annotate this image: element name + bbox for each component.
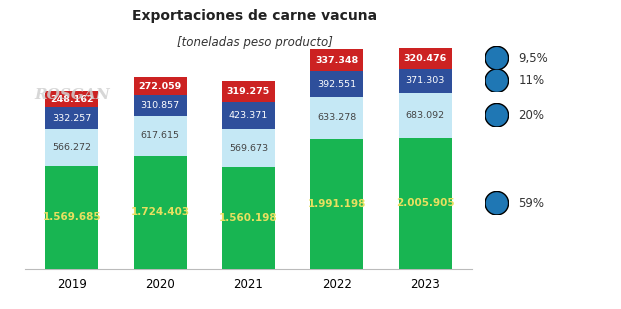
- Bar: [485, 207, 509, 215]
- Text: 310.857: 310.857: [140, 101, 179, 110]
- Text: [toneladas peso producto]: [toneladas peso producto]: [176, 36, 333, 49]
- Bar: [310, 49, 363, 71]
- PathPatch shape: [485, 69, 509, 92]
- Bar: [222, 167, 275, 269]
- Bar: [399, 69, 451, 93]
- Bar: [134, 95, 186, 116]
- Text: 9,5%: 9,5%: [519, 52, 548, 65]
- PathPatch shape: [485, 104, 509, 127]
- Bar: [485, 85, 509, 92]
- Text: 320.476: 320.476: [404, 53, 446, 63]
- Bar: [45, 107, 98, 129]
- Text: 332.257: 332.257: [52, 114, 91, 123]
- Text: 569.673: 569.673: [229, 144, 268, 153]
- Bar: [222, 102, 275, 129]
- Bar: [485, 62, 509, 70]
- Text: 59%: 59%: [519, 197, 545, 210]
- Text: 566.272: 566.272: [52, 143, 91, 152]
- Text: 423.371: 423.371: [229, 111, 268, 120]
- Text: 683.092: 683.092: [406, 111, 445, 120]
- Bar: [222, 81, 275, 102]
- Text: 2.005.905: 2.005.905: [396, 198, 455, 208]
- Bar: [485, 77, 509, 85]
- Text: 392.551: 392.551: [317, 80, 356, 89]
- Text: 1.724.403: 1.724.403: [130, 207, 189, 218]
- Bar: [485, 46, 509, 54]
- Bar: [399, 93, 451, 138]
- Text: 248.162: 248.162: [50, 95, 94, 104]
- Bar: [134, 78, 186, 95]
- Bar: [485, 192, 509, 199]
- Text: 319.275: 319.275: [227, 87, 270, 96]
- Bar: [134, 156, 186, 269]
- Bar: [485, 199, 509, 207]
- Bar: [399, 48, 451, 69]
- Text: 1.569.685: 1.569.685: [42, 213, 101, 222]
- Bar: [485, 54, 509, 62]
- Bar: [485, 111, 509, 119]
- Text: 1.991.198: 1.991.198: [307, 199, 366, 209]
- Text: Exportaciones de carne vacuna: Exportaciones de carne vacuna: [132, 9, 377, 23]
- Text: 337.348: 337.348: [315, 56, 358, 65]
- Text: 617.615: 617.615: [140, 131, 179, 140]
- Bar: [45, 91, 98, 107]
- Bar: [45, 166, 98, 269]
- Bar: [310, 71, 363, 97]
- Text: 11%: 11%: [519, 74, 545, 87]
- Text: 371.303: 371.303: [406, 76, 445, 85]
- Bar: [310, 138, 363, 269]
- Text: 20%: 20%: [519, 109, 545, 122]
- Bar: [399, 138, 451, 269]
- Bar: [485, 119, 509, 127]
- Bar: [485, 104, 509, 111]
- Bar: [134, 116, 186, 156]
- PathPatch shape: [485, 192, 509, 215]
- Bar: [485, 69, 509, 77]
- Bar: [310, 97, 363, 138]
- PathPatch shape: [485, 46, 509, 70]
- Text: 1.560.198: 1.560.198: [219, 213, 278, 223]
- Bar: [222, 129, 275, 167]
- Text: 272.059: 272.059: [138, 82, 182, 91]
- Text: 633.278: 633.278: [317, 113, 356, 122]
- Bar: [45, 129, 98, 166]
- Text: ROSGAN: ROSGAN: [34, 88, 110, 102]
